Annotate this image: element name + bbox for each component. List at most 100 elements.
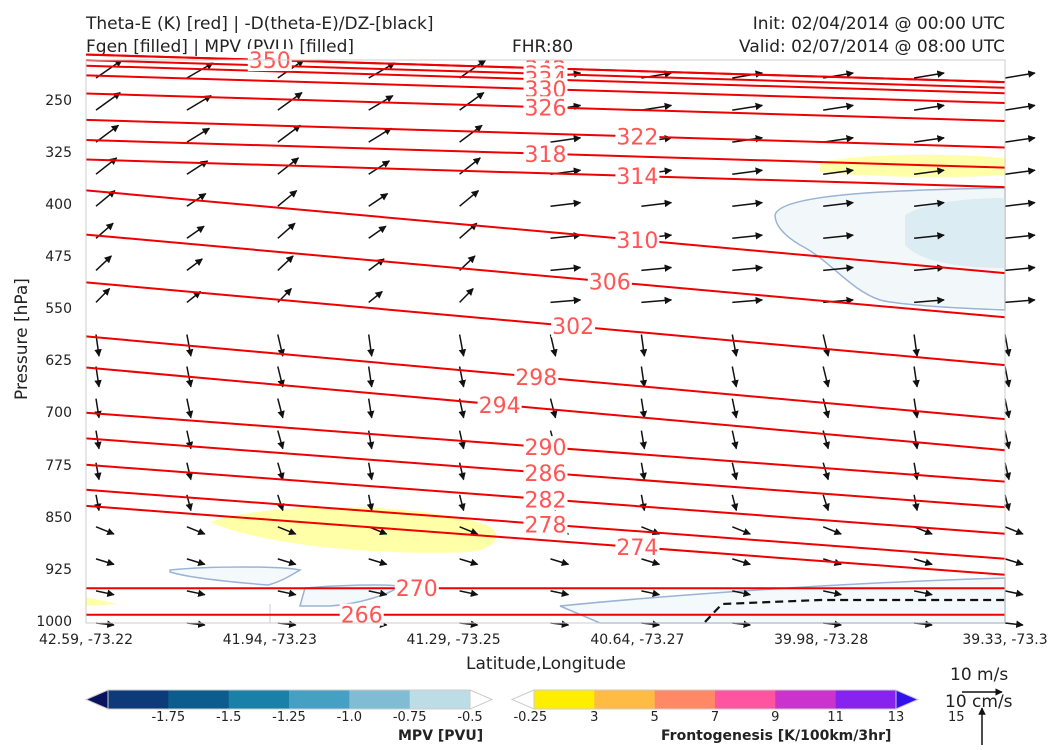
wind-vector bbox=[823, 264, 854, 272]
wind-vector bbox=[1004, 526, 1024, 536]
wind-vector bbox=[368, 290, 383, 303]
y-tick-label: 1000 bbox=[36, 614, 72, 630]
wind-vector bbox=[1004, 334, 1012, 357]
wind-vector bbox=[95, 287, 111, 303]
y-tick-label: 625 bbox=[45, 353, 72, 370]
wind-vector bbox=[1003, 430, 1012, 450]
theta-e-contour bbox=[85, 189, 1006, 275]
wind-vector bbox=[95, 255, 112, 271]
wind-vector bbox=[277, 222, 296, 239]
chart-title-line1: Theta-E (K) [red] | -D(theta-E)/DZ-[blac… bbox=[86, 14, 434, 34]
fgen-fill bbox=[820, 154, 1005, 177]
theta-e-contour-label: 314 bbox=[616, 165, 658, 190]
wind-vector bbox=[277, 462, 285, 481]
wind-vector bbox=[549, 334, 558, 357]
wind-vector bbox=[639, 430, 647, 450]
theta-e-contour-label: 302 bbox=[552, 315, 594, 340]
x-tick-label: 40.64, -73.27 bbox=[590, 632, 685, 648]
colorbar-tick-label: -1.75 bbox=[151, 710, 186, 725]
wind-vector bbox=[1003, 494, 1011, 512]
wind-vector bbox=[822, 462, 830, 481]
wind-vector bbox=[732, 232, 764, 240]
colorbar-tick-label: -1.5 bbox=[216, 710, 242, 725]
wind-vector bbox=[823, 102, 854, 111]
wind-vector bbox=[550, 264, 582, 272]
theta-e-contour-label: 266 bbox=[341, 604, 383, 629]
wind-vector bbox=[277, 255, 294, 271]
wind-vector bbox=[913, 102, 945, 111]
reference-vector-vertical: 10 cm/s bbox=[945, 692, 1013, 712]
wind-vector bbox=[641, 199, 673, 208]
theta-e-contour bbox=[85, 233, 1006, 319]
wind-vector bbox=[368, 225, 387, 239]
contour-label-background bbox=[514, 365, 559, 388]
x-tick-label: 41.29, -73.25 bbox=[406, 632, 501, 648]
wind-vector bbox=[1004, 167, 1036, 175]
wind-vector bbox=[639, 494, 647, 512]
wind-vector bbox=[366, 462, 375, 481]
wind-vector bbox=[459, 589, 479, 597]
wind-vector bbox=[368, 62, 396, 79]
wind-vector bbox=[186, 62, 214, 79]
wind-vector bbox=[458, 494, 466, 512]
wind-vector bbox=[550, 589, 570, 597]
contour-label-background bbox=[551, 315, 596, 338]
colorbar-tick-label: 7 bbox=[710, 710, 720, 725]
wind-vector bbox=[1004, 366, 1012, 388]
theta-e-contour bbox=[85, 158, 1006, 189]
y-tick-label: 850 bbox=[45, 509, 72, 526]
colorbar-tick-label: -0.5 bbox=[457, 710, 483, 725]
colorbar-tick-label: -1.25 bbox=[272, 710, 306, 725]
y-tick-label: 400 bbox=[45, 196, 72, 213]
colorbar-cell bbox=[289, 690, 350, 709]
colorbar-cell bbox=[835, 690, 897, 709]
wind-vector bbox=[732, 167, 764, 175]
wind-vector bbox=[641, 589, 661, 597]
mpv-colorbar bbox=[84, 689, 494, 710]
wind-vector bbox=[95, 91, 121, 111]
wind-vector bbox=[641, 296, 673, 305]
wind-vector bbox=[459, 526, 479, 536]
wind-vector bbox=[731, 462, 739, 481]
wind-vector bbox=[822, 334, 831, 357]
wind-vector bbox=[912, 398, 920, 419]
contour-label-background bbox=[523, 436, 568, 459]
wind-vector bbox=[459, 59, 487, 79]
fgen-fill bbox=[86, 597, 118, 606]
wind-vector bbox=[913, 589, 933, 597]
wind-vector bbox=[732, 526, 751, 536]
wind-vector bbox=[912, 462, 920, 481]
wind-vector bbox=[822, 494, 830, 512]
wind-vector bbox=[731, 398, 739, 419]
wind-vector bbox=[822, 398, 831, 419]
wind-vector bbox=[368, 192, 389, 207]
x-tick-label: 39.98, -73.28 bbox=[774, 632, 869, 648]
contour-label-background bbox=[615, 536, 660, 559]
contour-label-background bbox=[523, 96, 568, 119]
wind-vector bbox=[277, 494, 285, 512]
colorbar-tick-label: 15 bbox=[948, 710, 965, 725]
wind-vector bbox=[186, 127, 211, 143]
wind-vector bbox=[277, 190, 298, 207]
theta-e-contour-labels: 3503423383343303263223183143103063022982… bbox=[247, 49, 660, 629]
theta-e-contour bbox=[85, 118, 1006, 149]
wind-vector bbox=[458, 334, 467, 357]
wind-vector bbox=[186, 258, 203, 272]
wind-vector bbox=[914, 296, 945, 305]
colorbar-cell bbox=[654, 690, 716, 709]
theta-e-contour bbox=[85, 366, 1006, 452]
wind-vector bbox=[1004, 70, 1036, 79]
wind-vector bbox=[277, 430, 285, 450]
contour-label-background bbox=[615, 229, 660, 251]
wind-vector bbox=[277, 558, 297, 567]
wind-vector bbox=[186, 526, 206, 536]
colorbar-cell bbox=[409, 690, 471, 709]
wind-vector bbox=[1004, 199, 1036, 208]
wind-vector bbox=[912, 366, 920, 388]
colorbar-frame bbox=[533, 689, 897, 710]
x-axis-label: Latitude,Longitude bbox=[466, 654, 626, 674]
theta-e-contour-label: 350 bbox=[249, 49, 291, 74]
colorbar-extend-high bbox=[895, 689, 920, 710]
colorbar-cell bbox=[534, 690, 595, 709]
wind-vector bbox=[1003, 398, 1012, 419]
